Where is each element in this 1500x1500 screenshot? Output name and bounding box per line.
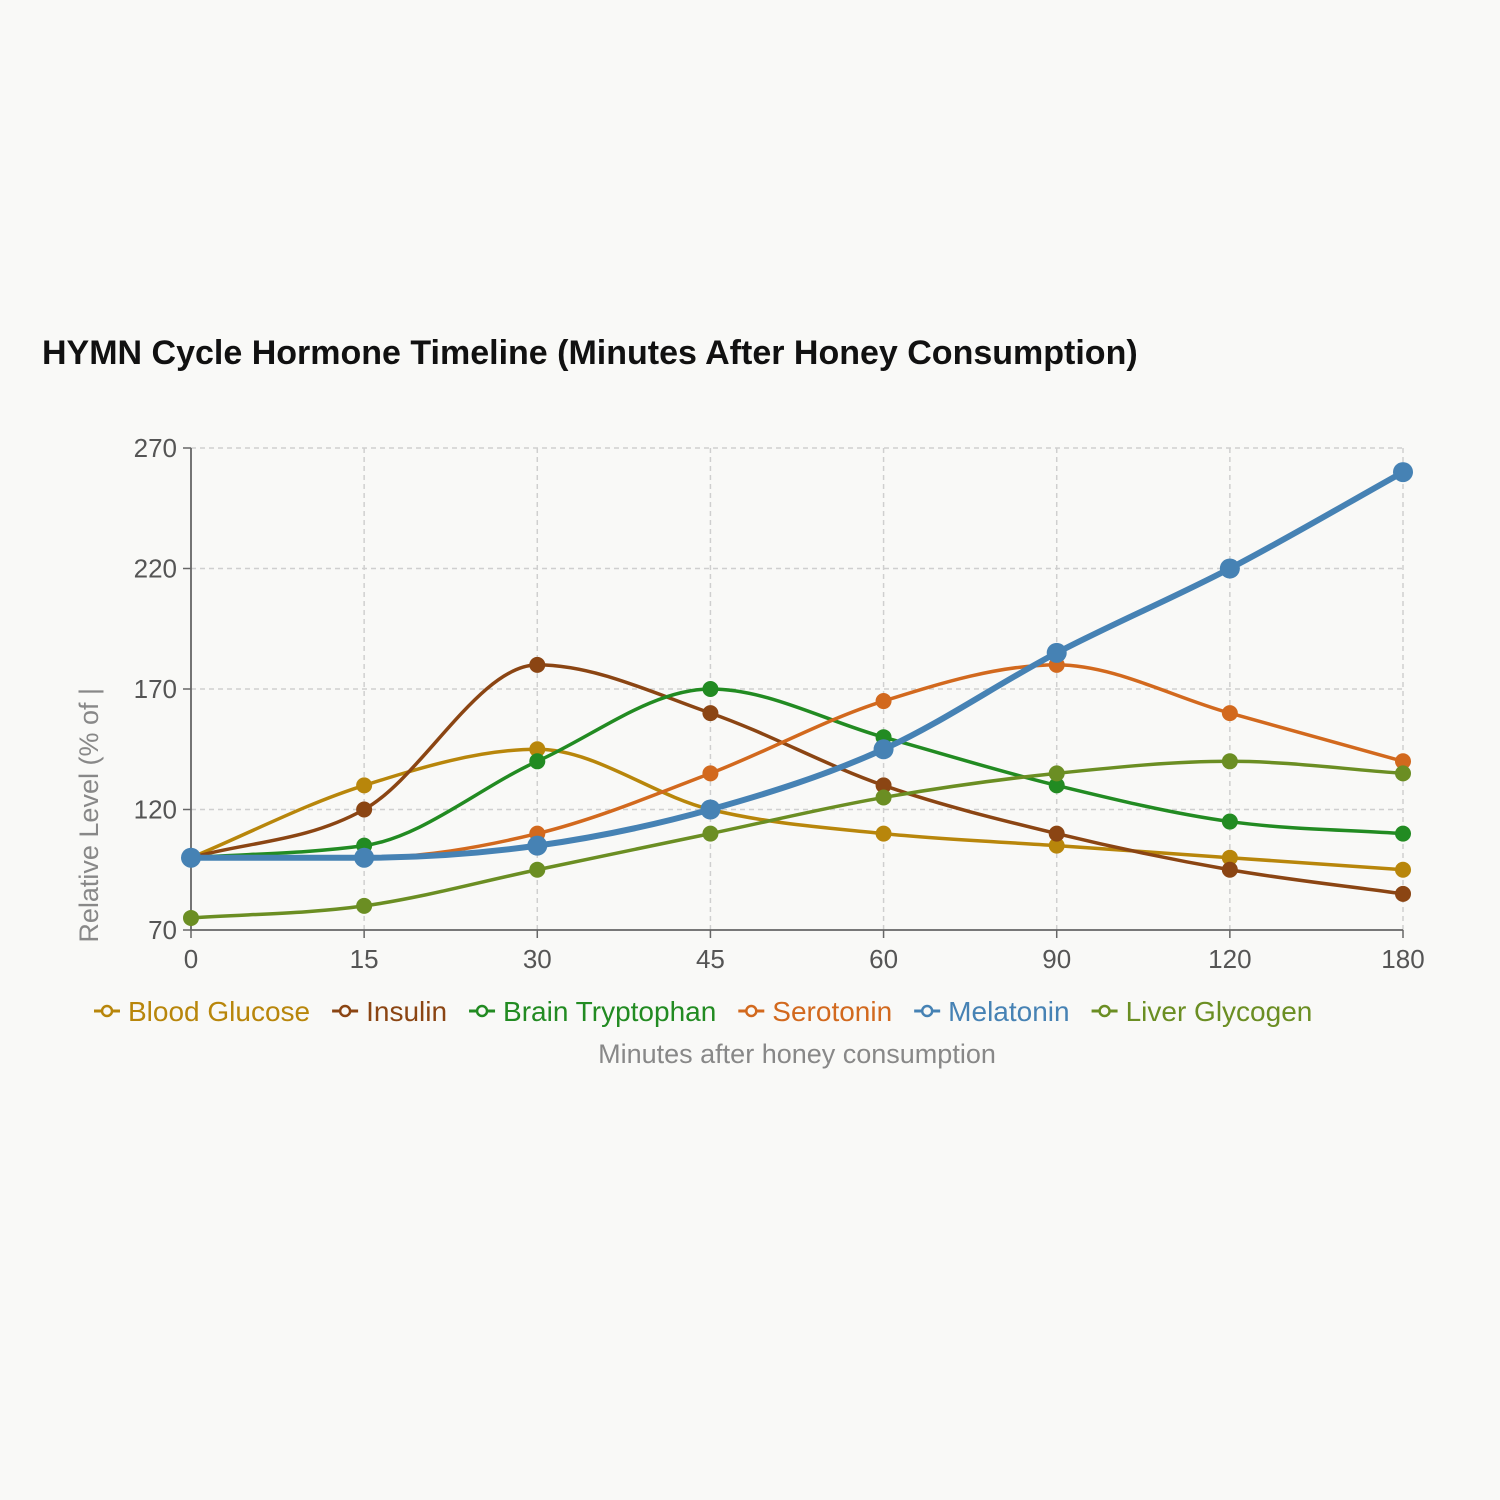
data-point-blood-glucose[interactable] [1221,849,1238,866]
legend-item-liver-glycogen[interactable]: Liver Glycogen [1091,996,1313,1027]
data-point-liver-glycogen[interactable] [875,789,892,806]
legend-swatch-marker [745,1004,758,1018]
data-point-blood-glucose[interactable] [529,741,546,758]
legend-item-insulin[interactable]: Insulin [332,996,447,1027]
x-axis-label: Minutes after honey consumption [598,1039,996,1069]
legend-label: Insulin [366,996,447,1027]
series-line-insulin [189,663,1405,896]
data-point-liver-glycogen[interactable] [356,897,373,914]
x-tick-label: 180 [1381,944,1424,974]
data-point-blood-glucose[interactable] [1395,861,1411,878]
data-point-liver-glycogen[interactable] [529,861,546,878]
grid-lines [191,447,1404,930]
data-point-liver-glycogen[interactable] [702,825,719,842]
y-tick-label: 270 [134,433,177,463]
legend-item-melatonin[interactable]: Melatonin [914,996,1070,1027]
legend-swatch-marker [1098,1004,1111,1018]
y-tick-label: 70 [148,915,177,945]
x-tick-label: 120 [1208,944,1251,974]
data-point-blood-glucose[interactable] [356,777,373,794]
data-point-liver-glycogen[interactable] [183,909,199,926]
series-group [181,462,1413,926]
legend-label: Liver Glycogen [1126,996,1313,1027]
data-point-serotonin[interactable] [875,693,892,710]
series-line-melatonin [188,469,1406,861]
series-line-brain-tryptophan [189,687,1405,860]
series-brain-tryptophan [183,681,1411,866]
data-point-melatonin[interactable] [181,847,201,868]
legend-label: Melatonin [948,996,1069,1027]
data-point-brain-tryptophan[interactable] [1395,825,1411,842]
legend-swatch-marker [475,1004,489,1018]
x-tick-label: 60 [869,944,898,974]
data-point-insulin[interactable] [1221,861,1238,878]
x-tick-label: 45 [696,944,725,974]
data-point-blood-glucose[interactable] [1048,837,1065,854]
legend-swatch-marker [100,1004,114,1018]
x-tick-label: 15 [350,944,379,974]
data-point-serotonin[interactable] [1395,753,1411,770]
legend-label: Serotonin [772,996,892,1027]
data-point-insulin[interactable] [875,777,892,794]
data-point-melatonin[interactable] [1393,462,1413,483]
legend-swatch-marker [338,1004,352,1018]
data-point-insulin[interactable] [529,656,546,673]
chart-title: HYMN Cycle Hormone Timeline (Minutes Aft… [42,334,1138,372]
data-point-insulin[interactable] [702,705,719,722]
legend-label: Blood Glucose [128,996,310,1027]
data-point-insulin[interactable] [1048,825,1065,842]
data-point-insulin[interactable] [1395,885,1411,902]
series-liver-glycogen [183,753,1411,926]
data-point-melatonin[interactable] [873,739,894,760]
data-point-brain-tryptophan[interactable] [1048,777,1065,794]
data-point-liver-glycogen[interactable] [1395,765,1411,782]
legend: Blood Glucose Insulin Brain Tryptophan Sero… [94,996,1312,1027]
series-melatonin [181,462,1413,868]
data-point-serotonin[interactable] [1221,705,1238,722]
x-tick-label: 30 [523,944,552,974]
axes: 70 120 170 220 270 0 15 30 45 60 90 120 180 [134,433,1425,974]
y-tick-label: 220 [134,554,177,584]
legend-label: Brain Tryptophan [503,996,716,1027]
data-point-brain-tryptophan[interactable] [702,681,719,697]
series-line-liver-glycogen [189,759,1405,920]
data-point-liver-glycogen[interactable] [1048,765,1065,782]
data-point-brain-tryptophan[interactable] [529,753,546,770]
data-point-melatonin[interactable] [354,847,375,868]
x-tick-label: 0 [184,944,198,974]
data-point-melatonin[interactable] [1219,558,1240,579]
legend-item-serotonin[interactable]: Serotonin [738,996,892,1027]
legend-item-brain-tryptophan[interactable]: Brain Tryptophan [469,996,716,1027]
y-axis-label: Relative Level (% of | [74,688,104,943]
legend-item-blood-glucose[interactable]: Blood Glucose [94,996,310,1027]
data-point-melatonin[interactable] [1046,642,1067,663]
y-tick-label: 170 [134,674,177,704]
data-point-liver-glycogen[interactable] [1221,753,1238,770]
y-tick-label: 120 [134,795,177,825]
series-line-blood-glucose [189,747,1405,872]
data-point-melatonin[interactable] [700,799,721,820]
legend-swatch-marker [920,1004,934,1018]
data-point-blood-glucose[interactable] [875,825,892,842]
data-point-serotonin[interactable] [702,765,719,782]
data-point-brain-tryptophan[interactable] [1221,813,1238,830]
data-point-insulin[interactable] [356,801,373,818]
x-tick-label: 90 [1042,944,1071,974]
data-point-melatonin[interactable] [527,835,548,856]
